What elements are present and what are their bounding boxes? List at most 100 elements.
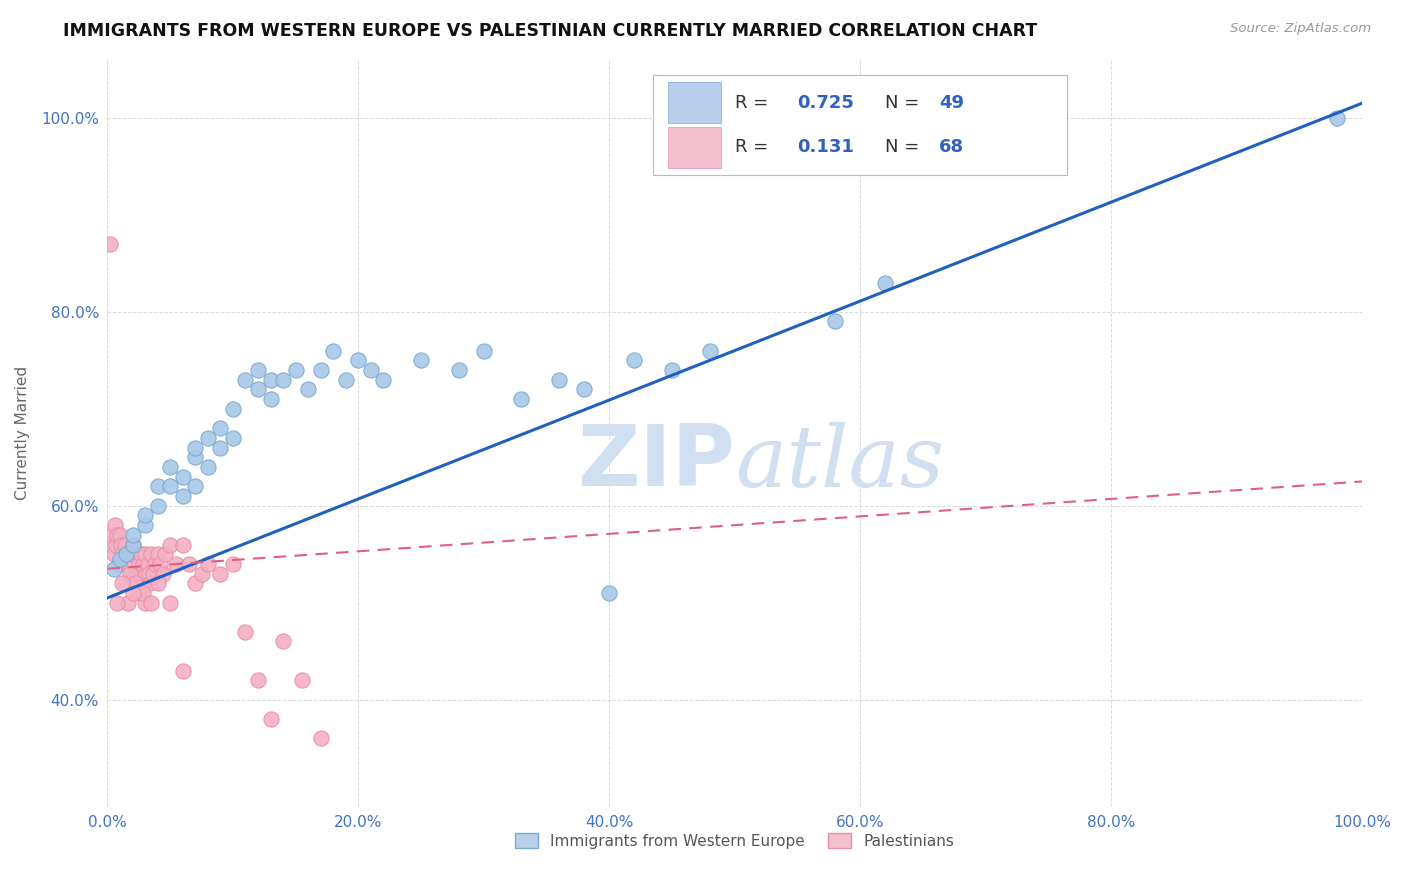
Point (271, 373, 294, 387)
Point (125, 566, 148, 581)
Point (128, 586, 150, 600)
Point (472, 343, 495, 358)
Point (284, 363, 307, 377)
Point (134, 518, 156, 533)
Point (101, 528, 124, 542)
Text: IMMIGRANTS FROM WESTERN EUROPE VS PALESTINIAN CURRENTLY MARRIED CORRELATION CHAR: IMMIGRANTS FROM WESTERN EUROPE VS PALEST… (63, 22, 1038, 40)
Point (159, 596, 181, 610)
Point (190, 566, 212, 581)
Point (124, 547, 146, 561)
Point (259, 373, 281, 387)
Point (138, 566, 160, 581)
Point (98, 236, 121, 251)
Text: R =: R = (735, 138, 779, 156)
Point (139, 576, 162, 591)
Point (246, 363, 269, 377)
Point (159, 459, 181, 474)
Point (222, 431, 245, 445)
Text: 0.725: 0.725 (797, 94, 855, 112)
Point (347, 353, 370, 368)
FancyBboxPatch shape (668, 82, 721, 123)
Point (127, 547, 149, 561)
Point (118, 557, 141, 571)
Text: atlas: atlas (735, 422, 943, 504)
Text: 0.131: 0.131 (797, 138, 855, 156)
Point (135, 566, 157, 581)
Point (153, 547, 176, 561)
Point (111, 547, 134, 561)
Point (159, 537, 181, 551)
Point (107, 557, 129, 571)
Point (108, 552, 131, 566)
Point (131, 547, 153, 561)
Point (172, 537, 194, 551)
Point (184, 479, 207, 493)
Point (172, 489, 194, 503)
Point (107, 596, 129, 610)
Point (115, 547, 138, 561)
Point (246, 382, 269, 396)
Point (246, 673, 269, 688)
Point (177, 557, 200, 571)
Point (111, 576, 134, 591)
Point (572, 382, 595, 396)
Point (146, 479, 169, 493)
Point (184, 450, 207, 465)
Point (104, 518, 127, 533)
Point (172, 469, 194, 483)
Point (309, 363, 332, 377)
Point (146, 499, 169, 513)
Text: R =: R = (735, 94, 773, 112)
Point (131, 557, 153, 571)
Point (197, 557, 219, 571)
Point (271, 634, 294, 648)
Point (121, 528, 143, 542)
Y-axis label: Currently Married: Currently Married (15, 366, 30, 500)
Point (548, 373, 571, 387)
Point (197, 459, 219, 474)
Point (172, 664, 194, 678)
Text: 68: 68 (939, 138, 965, 156)
Point (118, 566, 141, 581)
Point (165, 557, 187, 571)
Point (108, 528, 131, 542)
Point (117, 596, 139, 610)
Point (141, 547, 163, 561)
Point (128, 557, 150, 571)
Point (117, 557, 139, 571)
Point (875, 276, 897, 290)
Point (184, 576, 207, 591)
Point (121, 586, 143, 600)
Point (209, 421, 232, 435)
Point (159, 479, 181, 493)
Point (132, 576, 155, 591)
Text: Source: ZipAtlas.com: Source: ZipAtlas.com (1230, 22, 1371, 36)
Point (110, 537, 132, 551)
Point (661, 363, 683, 377)
Point (103, 562, 125, 576)
Point (360, 363, 382, 377)
Point (124, 576, 146, 591)
Point (141, 596, 163, 610)
FancyBboxPatch shape (668, 127, 721, 168)
Point (122, 557, 145, 571)
Point (131, 586, 153, 600)
Point (197, 431, 219, 445)
Point (598, 586, 620, 600)
Point (146, 576, 169, 591)
Point (259, 712, 281, 726)
Point (107, 528, 129, 542)
Point (309, 731, 332, 746)
Text: N =: N = (886, 94, 925, 112)
Point (699, 343, 721, 358)
Point (222, 401, 245, 416)
Point (510, 392, 533, 406)
Point (100, 537, 122, 551)
Point (114, 537, 136, 551)
Point (105, 537, 128, 551)
Point (134, 547, 156, 561)
Point (103, 547, 125, 561)
Point (824, 314, 846, 328)
Point (235, 624, 257, 639)
Point (112, 557, 135, 571)
